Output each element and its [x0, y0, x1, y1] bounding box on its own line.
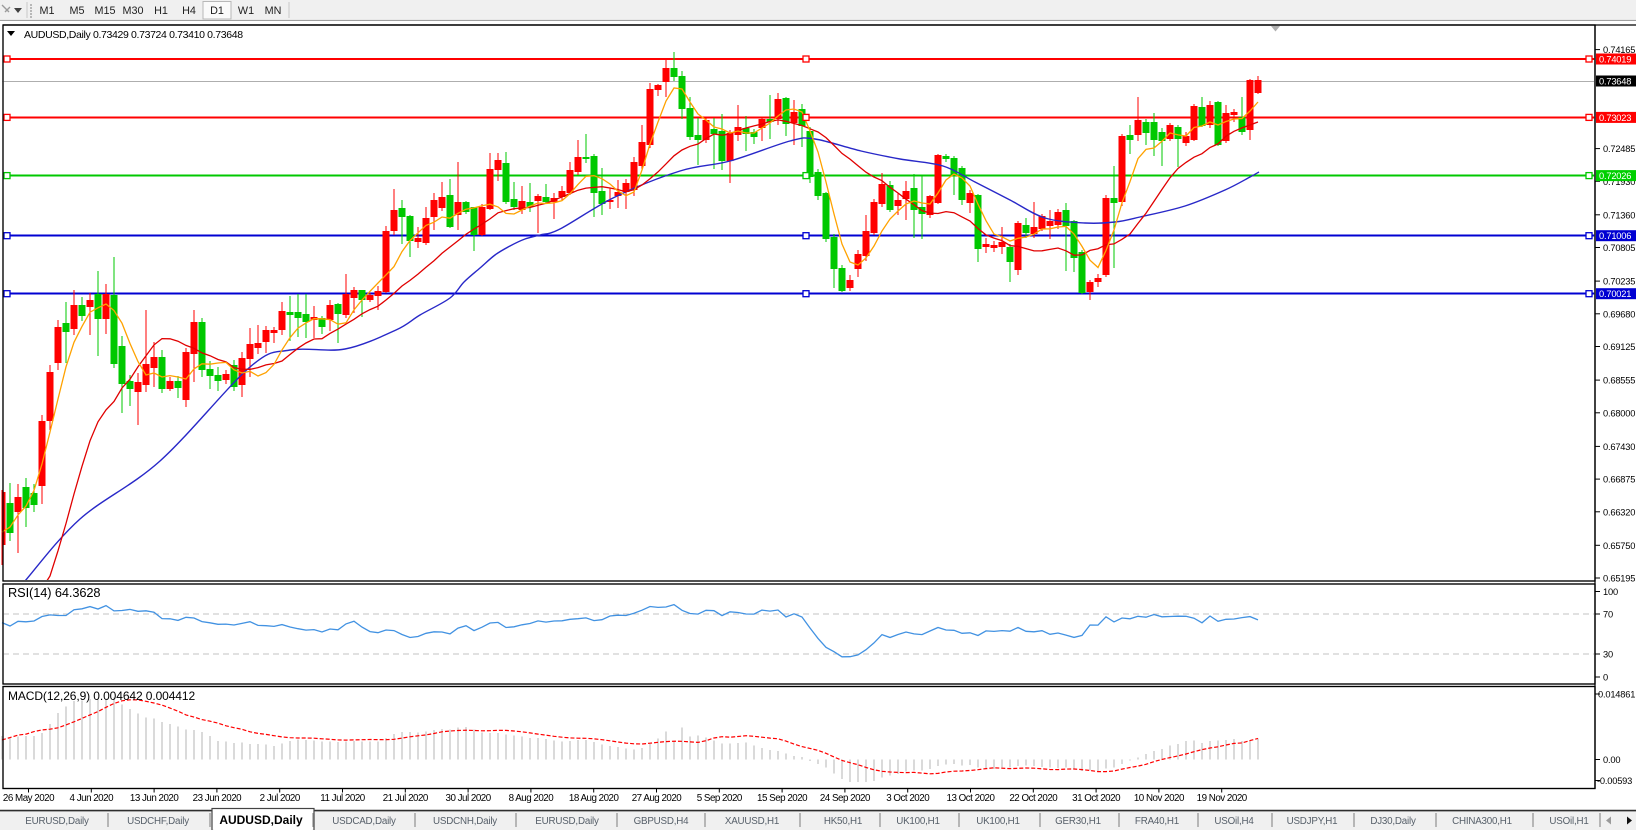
svg-text:0: 0 — [1603, 673, 1608, 683]
svg-text:0.71930: 0.71930 — [1603, 177, 1635, 187]
svg-text:4 Jun 2020: 4 Jun 2020 — [70, 793, 115, 804]
svg-text:0.69680: 0.69680 — [1603, 309, 1635, 319]
svg-text:0.72026: 0.72026 — [1599, 171, 1631, 181]
svg-text:0.014861: 0.014861 — [1598, 690, 1635, 700]
svg-text:USDJPY,H1: USDJPY,H1 — [1287, 816, 1338, 827]
svg-text:0.68555: 0.68555 — [1603, 376, 1635, 386]
svg-text:FRA40,H1: FRA40,H1 — [1135, 816, 1179, 827]
svg-text:0.68000: 0.68000 — [1603, 408, 1635, 418]
svg-text:M5: M5 — [70, 5, 85, 17]
svg-text:100: 100 — [1603, 587, 1618, 597]
svg-text:EURUSD,Daily: EURUSD,Daily — [25, 816, 89, 827]
svg-text:0.72485: 0.72485 — [1603, 144, 1635, 154]
svg-text:UK100,H1: UK100,H1 — [896, 816, 940, 827]
svg-text:0.65195: 0.65195 — [1603, 574, 1635, 584]
svg-text:RSI(14) 64.3628: RSI(14) 64.3628 — [8, 585, 100, 600]
svg-text:19 Nov 2020: 19 Nov 2020 — [1197, 793, 1248, 804]
svg-text:0.66320: 0.66320 — [1603, 507, 1635, 517]
svg-text:UK100,H1: UK100,H1 — [976, 816, 1020, 827]
svg-text:0.74019: 0.74019 — [1599, 55, 1631, 65]
svg-text:0.74165: 0.74165 — [1603, 45, 1635, 55]
svg-text:GER30,H1: GER30,H1 — [1055, 816, 1101, 827]
svg-text:M1: M1 — [40, 5, 55, 17]
svg-text:0.66875: 0.66875 — [1603, 475, 1635, 485]
svg-text:0.70235: 0.70235 — [1603, 277, 1635, 287]
svg-text:HK50,H1: HK50,H1 — [824, 816, 862, 827]
svg-text:AUDUSD,Daily: AUDUSD,Daily — [219, 813, 303, 827]
svg-text:3 Oct 2020: 3 Oct 2020 — [886, 793, 930, 804]
svg-text:31 Oct 2020: 31 Oct 2020 — [1072, 793, 1121, 804]
svg-text:13 Jun 2020: 13 Jun 2020 — [130, 793, 179, 804]
svg-text:2 Jul 2020: 2 Jul 2020 — [260, 793, 301, 804]
svg-text:USDCAD,Daily: USDCAD,Daily — [332, 816, 396, 827]
svg-text:DJ30,Daily: DJ30,Daily — [1370, 816, 1416, 827]
svg-text:USOil,H1: USOil,H1 — [1549, 816, 1588, 827]
svg-text:0.71360: 0.71360 — [1603, 210, 1635, 220]
svg-text:18 Aug 2020: 18 Aug 2020 — [569, 793, 620, 804]
svg-text:CHINA300,H1: CHINA300,H1 — [1452, 816, 1512, 827]
svg-text:11 Jul 2020: 11 Jul 2020 — [320, 793, 365, 804]
svg-text:M15: M15 — [94, 5, 115, 17]
svg-text:M30: M30 — [122, 5, 143, 17]
svg-text:EURUSD,Daily: EURUSD,Daily — [535, 816, 599, 827]
svg-text:15 Sep 2020: 15 Sep 2020 — [757, 793, 808, 804]
svg-text:D1: D1 — [210, 5, 224, 17]
svg-text:H1: H1 — [154, 5, 168, 17]
svg-text:MN: MN — [265, 5, 282, 17]
svg-text:8 Aug 2020: 8 Aug 2020 — [509, 793, 555, 804]
svg-text:USDCHF,Daily: USDCHF,Daily — [127, 816, 189, 827]
svg-text:0.73648: 0.73648 — [1599, 77, 1631, 87]
svg-text:0.00: 0.00 — [1603, 755, 1620, 765]
svg-text:H4: H4 — [182, 5, 196, 17]
svg-text:USDCNH,Daily: USDCNH,Daily — [433, 816, 497, 827]
svg-text:MACD(12,26,9) 0.004642 0.00441: MACD(12,26,9) 0.004642 0.004412 — [8, 689, 195, 703]
svg-text:23 Jun 2020: 23 Jun 2020 — [193, 793, 242, 804]
svg-text:5 Sep 2020: 5 Sep 2020 — [697, 793, 743, 804]
svg-text:21 Jul 2020: 21 Jul 2020 — [383, 793, 429, 804]
svg-text:0.69125: 0.69125 — [1603, 342, 1635, 352]
svg-text:10 Nov 2020: 10 Nov 2020 — [1134, 793, 1185, 804]
svg-text:0.70021: 0.70021 — [1599, 289, 1631, 299]
svg-text:70: 70 — [1603, 610, 1613, 620]
svg-text:27 Aug 2020: 27 Aug 2020 — [632, 793, 683, 804]
svg-text:22 Oct 2020: 22 Oct 2020 — [1009, 793, 1058, 804]
svg-text:30 Jul 2020: 30 Jul 2020 — [446, 793, 492, 804]
svg-text:GBPUSD,H4: GBPUSD,H4 — [634, 816, 690, 827]
svg-text:0.65750: 0.65750 — [1603, 541, 1635, 551]
svg-text:0.67430: 0.67430 — [1603, 442, 1635, 452]
svg-text:AUDUSD,Daily 0.73429 0.73724: AUDUSD,Daily 0.73429 0.73724 0.73410 0.7… — [24, 29, 243, 41]
svg-text:0.71006: 0.71006 — [1599, 231, 1631, 241]
svg-text:30: 30 — [1603, 650, 1613, 660]
svg-text:W1: W1 — [238, 5, 254, 17]
svg-text:USOil,H4: USOil,H4 — [1214, 816, 1254, 827]
svg-text:26 May 2020: 26 May 2020 — [3, 793, 55, 804]
svg-text:XAUUSD,H1: XAUUSD,H1 — [725, 816, 779, 827]
svg-text:-0.00593: -0.00593 — [1597, 776, 1632, 786]
svg-text:0.73023: 0.73023 — [1599, 113, 1631, 123]
svg-text:24 Sep 2020: 24 Sep 2020 — [820, 793, 871, 804]
svg-text:13 Oct 2020: 13 Oct 2020 — [947, 793, 996, 804]
svg-text:0.70805: 0.70805 — [1603, 243, 1635, 253]
